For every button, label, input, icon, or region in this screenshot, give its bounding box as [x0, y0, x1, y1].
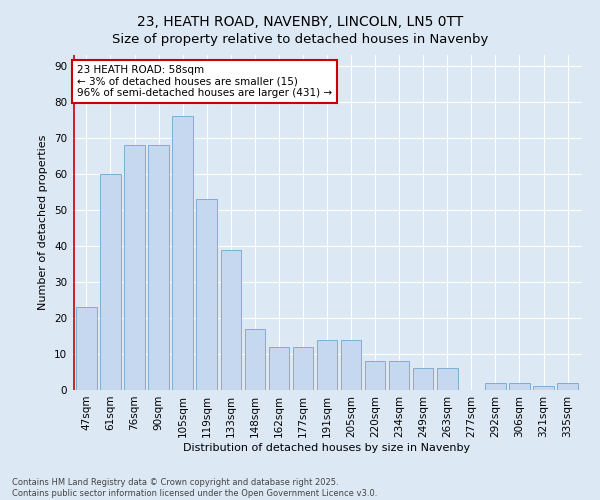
Bar [485, 383, 506, 390]
Text: 23, HEATH ROAD, NAVENBY, LINCOLN, LN5 0TT: 23, HEATH ROAD, NAVENBY, LINCOLN, LN5 0T… [137, 15, 463, 29]
Bar [196, 199, 217, 390]
Text: Size of property relative to detached houses in Navenby: Size of property relative to detached ho… [112, 32, 488, 46]
Bar [317, 340, 337, 390]
Bar [269, 347, 289, 390]
Bar [100, 174, 121, 390]
Text: 23 HEATH ROAD: 58sqm
← 3% of detached houses are smaller (15)
96% of semi-detach: 23 HEATH ROAD: 58sqm ← 3% of detached ho… [77, 65, 332, 98]
Bar [221, 250, 241, 390]
Bar [533, 386, 554, 390]
Bar [389, 361, 409, 390]
Bar [557, 383, 578, 390]
Bar [172, 116, 193, 390]
X-axis label: Distribution of detached houses by size in Navenby: Distribution of detached houses by size … [184, 442, 470, 452]
Y-axis label: Number of detached properties: Number of detached properties [38, 135, 49, 310]
Bar [509, 383, 530, 390]
Bar [341, 340, 361, 390]
Bar [293, 347, 313, 390]
Bar [365, 361, 385, 390]
Bar [76, 307, 97, 390]
Bar [413, 368, 433, 390]
Bar [245, 329, 265, 390]
Bar [437, 368, 458, 390]
Bar [148, 145, 169, 390]
Text: Contains HM Land Registry data © Crown copyright and database right 2025.
Contai: Contains HM Land Registry data © Crown c… [12, 478, 377, 498]
Bar [124, 145, 145, 390]
